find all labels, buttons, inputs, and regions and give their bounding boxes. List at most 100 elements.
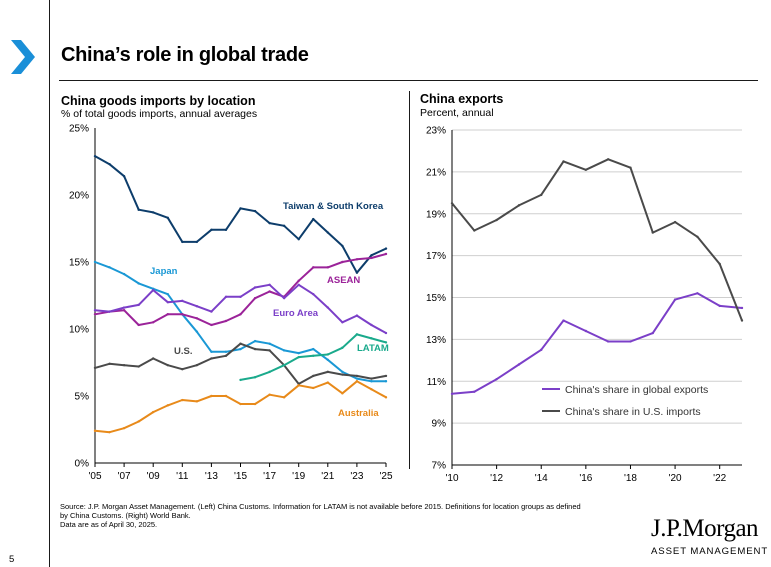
data-point-japan bbox=[384, 380, 388, 383]
series-label: Euro Area bbox=[273, 308, 319, 319]
series-label: Japan bbox=[150, 266, 178, 277]
data-point-taiwan-south-korea bbox=[282, 224, 286, 228]
data-point-japan bbox=[326, 358, 329, 362]
series-label: Australia bbox=[338, 408, 379, 419]
data-point-asean bbox=[166, 313, 169, 316]
data-point-japan bbox=[137, 282, 140, 285]
data-point-taiwan-south-korea bbox=[370, 254, 373, 257]
data-point-china-s-share-in-global-exports bbox=[651, 331, 654, 335]
data-point-japan bbox=[297, 351, 300, 355]
y-tick-label: 0% bbox=[75, 459, 90, 470]
data-point-japan bbox=[239, 347, 242, 351]
data-point-euro-area bbox=[312, 292, 315, 296]
data-point-taiwan-south-korea bbox=[384, 247, 388, 250]
data-point-asean bbox=[210, 323, 213, 327]
chart-divider bbox=[409, 91, 410, 469]
data-point-japan bbox=[195, 330, 199, 333]
y-tick-label: 20% bbox=[69, 191, 89, 202]
data-point-china-s-share-in-u-s-imports bbox=[450, 202, 454, 205]
data-point-asean bbox=[326, 266, 329, 269]
data-point-asean bbox=[181, 313, 184, 316]
data-point-australia bbox=[341, 392, 344, 395]
data-point-u-s bbox=[224, 354, 228, 357]
data-point-asean bbox=[93, 313, 97, 316]
data-point-china-s-share-in-u-s-imports bbox=[562, 160, 565, 163]
data-point-china-s-share-in-global-exports bbox=[584, 329, 588, 333]
series-line-china-s-share-in-u-s-imports bbox=[451, 158, 743, 321]
data-point-china-s-share-in-u-s-imports bbox=[473, 229, 476, 232]
data-point-japan bbox=[355, 377, 359, 380]
legend-label: China's share in global exports bbox=[565, 384, 708, 396]
data-point-euro-area bbox=[93, 309, 97, 312]
data-point-u-s bbox=[253, 347, 257, 351]
data-point-latam bbox=[370, 337, 373, 340]
data-point-japan bbox=[224, 350, 228, 353]
data-point-asean bbox=[137, 323, 140, 327]
data-point-latam bbox=[297, 355, 300, 359]
data-point-u-s bbox=[384, 374, 388, 378]
y-tick-label: 25% bbox=[69, 124, 89, 135]
data-point-asean bbox=[152, 321, 155, 324]
data-point-taiwan-south-korea bbox=[122, 175, 126, 178]
data-point-euro-area bbox=[253, 286, 257, 289]
data-point-euro-area bbox=[181, 299, 184, 303]
data-point-china-s-share-in-u-s-imports bbox=[718, 262, 721, 266]
data-point-u-s bbox=[181, 368, 184, 371]
data-point-euro-area bbox=[384, 331, 388, 335]
legend-label: China's share in U.S. imports bbox=[565, 406, 701, 418]
data-point-euro-area bbox=[108, 310, 111, 313]
left-chart-title: China goods imports by location bbox=[61, 94, 256, 108]
data-point-australia bbox=[166, 404, 169, 407]
data-point-asean bbox=[370, 256, 373, 260]
data-point-australia bbox=[355, 380, 359, 383]
data-point-u-s bbox=[370, 377, 373, 380]
y-tick-label: 7% bbox=[432, 461, 447, 472]
data-point-u-s bbox=[108, 362, 111, 366]
data-point-japan bbox=[210, 350, 213, 353]
data-point-china-s-share-in-global-exports bbox=[517, 363, 521, 366]
y-tick-label: 11% bbox=[427, 377, 446, 388]
data-point-japan bbox=[253, 339, 257, 343]
data-point-china-s-share-in-u-s-imports bbox=[540, 193, 543, 197]
y-tick-label: 15% bbox=[426, 293, 446, 304]
data-point-china-s-share-in-global-exports bbox=[540, 348, 543, 352]
data-point-euro-area bbox=[355, 314, 359, 317]
data-point-taiwan-south-korea bbox=[210, 228, 213, 232]
page-title: China’s role in global trade bbox=[61, 44, 309, 66]
data-point-u-s bbox=[210, 357, 213, 360]
data-point-asean bbox=[297, 279, 300, 282]
data-point-latam bbox=[326, 353, 329, 356]
data-point-u-s bbox=[341, 373, 344, 376]
series-line-china-s-share-in-global-exports bbox=[451, 292, 743, 395]
series-label: ASEAN bbox=[327, 275, 360, 286]
data-point-australia bbox=[224, 394, 228, 398]
data-point-latam bbox=[239, 378, 242, 382]
data-point-asean bbox=[253, 296, 257, 300]
data-point-china-s-share-in-u-s-imports bbox=[606, 158, 610, 161]
y-tick-label: 15% bbox=[69, 258, 89, 269]
data-point-u-s bbox=[312, 374, 315, 378]
data-point-u-s bbox=[355, 374, 359, 378]
data-point-china-s-share-in-u-s-imports bbox=[517, 204, 521, 207]
data-point-taiwan-south-korea bbox=[181, 240, 184, 244]
data-point-asean bbox=[312, 266, 315, 269]
x-tick-label: '17 bbox=[263, 471, 276, 482]
data-point-japan bbox=[341, 370, 344, 374]
data-point-japan bbox=[122, 272, 126, 276]
data-point-taiwan-south-korea bbox=[224, 228, 228, 232]
data-point-euro-area bbox=[370, 323, 373, 327]
data-point-taiwan-south-korea bbox=[253, 209, 257, 213]
data-point-china-s-share-in-u-s-imports bbox=[629, 166, 632, 169]
data-point-asean bbox=[122, 309, 126, 312]
x-tick-label: '16 bbox=[579, 473, 592, 484]
data-point-euro-area bbox=[137, 303, 140, 307]
data-point-taiwan-south-korea bbox=[166, 216, 169, 219]
data-point-asean bbox=[355, 258, 359, 261]
data-point-latam bbox=[268, 370, 271, 374]
data-point-china-s-share-in-u-s-imports bbox=[651, 231, 654, 234]
data-point-australia bbox=[253, 402, 257, 406]
right-chart-subtitle: Percent, annual bbox=[420, 107, 494, 119]
data-point-euro-area bbox=[282, 296, 286, 300]
x-tick-label: '12 bbox=[490, 473, 503, 484]
chevron-right-icon bbox=[11, 40, 35, 74]
